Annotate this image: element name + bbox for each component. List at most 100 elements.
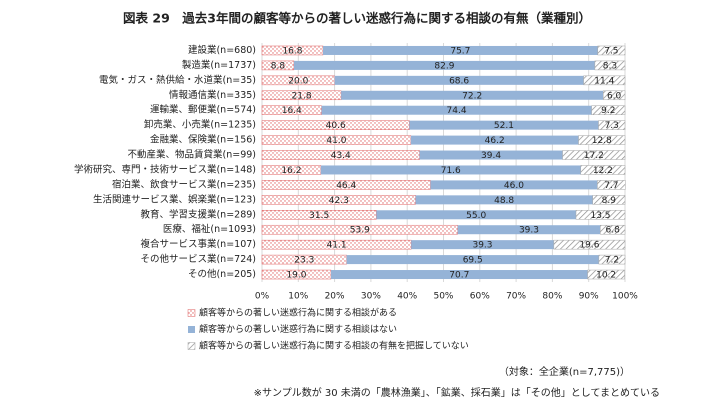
value-label: 7.5 <box>604 46 618 56</box>
bar-segment <box>597 45 626 56</box>
bar-segment <box>409 120 599 130</box>
value-label: 20.0 <box>288 76 308 86</box>
x-tick-label: 90% <box>579 292 599 302</box>
legend-label: 顧客等からの著しい迷惑行為に関する相談はない <box>199 323 397 335</box>
value-label: 7.3 <box>605 121 619 131</box>
value-label: 82.9 <box>434 61 454 71</box>
value-label: 16.8 <box>282 46 302 56</box>
legend-swatch <box>188 326 195 333</box>
bar-segment <box>598 254 626 265</box>
value-label: 46.0 <box>504 181 524 191</box>
bar-segment <box>321 105 592 115</box>
bar-segment <box>594 60 626 71</box>
value-label: 12.2 <box>593 166 613 176</box>
x-tick-label: 80% <box>542 292 562 302</box>
bar-segment <box>415 195 593 205</box>
value-label: 11.4 <box>594 76 614 86</box>
value-label: 8.9 <box>602 196 617 206</box>
value-label: 7.2 <box>605 256 619 266</box>
value-label: 74.4 <box>447 106 467 116</box>
bar-segment <box>587 269 625 280</box>
value-label: 6.0 <box>607 91 622 101</box>
value-label: 7.7 <box>604 181 618 191</box>
value-label: 70.7 <box>449 271 469 281</box>
bar-segment <box>419 150 563 160</box>
value-label: 41.1 <box>327 241 347 251</box>
bar-segment <box>562 150 626 160</box>
bar-segment <box>592 195 626 205</box>
value-label: 42.3 <box>329 196 349 206</box>
y-tick-label: その他(n=205) <box>188 268 256 280</box>
bar-segment <box>293 60 595 70</box>
y-tick-label: 建設業(n=680) <box>188 44 256 56</box>
value-label: 23.3 <box>294 256 314 266</box>
y-tick-label: 生活関連サービス業、娯楽業(n=123) <box>93 193 256 205</box>
x-tick-label: 40% <box>397 292 417 302</box>
bar-segment <box>600 224 626 235</box>
x-tick-label: 60% <box>470 292 490 302</box>
note: ※サンプル数が 30 未満の「農林漁業」、「鉱業、採石業」は「その他」としてまと… <box>254 386 660 399</box>
x-tick-label: 20% <box>325 292 345 302</box>
value-label: 52.1 <box>494 121 514 131</box>
value-label: 19.6 <box>579 241 599 251</box>
x-tick-label: 100% <box>612 292 638 302</box>
y-tick-label: 運輸業、郵便業(n=574) <box>150 104 256 116</box>
value-label: 75.7 <box>450 46 470 56</box>
bar-segment <box>334 75 584 85</box>
y-tick-label: 学術研究、専門・技術サービス業(n=148) <box>74 163 256 175</box>
bar-segment <box>322 45 598 55</box>
value-label: 8.8 <box>271 61 286 71</box>
y-tick-label: 電気・ガス・熱供給・水道業(n=35) <box>99 74 256 86</box>
x-tick-label: 50% <box>433 292 453 302</box>
value-label: 17.2 <box>584 151 604 161</box>
bar-segment <box>330 270 588 280</box>
value-label: 10.2 <box>596 271 616 281</box>
y-tick-label: 製造業(n=1737) <box>182 59 256 71</box>
bar-segment <box>602 90 626 101</box>
value-label: 72.2 <box>462 91 482 101</box>
bar-segment <box>553 239 626 250</box>
value-label: 69.5 <box>463 256 483 266</box>
bar-segment <box>320 165 581 175</box>
bar-segment <box>575 210 626 220</box>
value-label: 12.8 <box>592 136 612 146</box>
bar-segment <box>457 225 601 235</box>
value-label: 46.2 <box>485 136 505 146</box>
bar-segment <box>583 75 626 86</box>
bar-segment <box>598 120 626 130</box>
value-label: 16.2 <box>281 166 301 176</box>
value-label: 40.6 <box>326 121 346 131</box>
chart-title: 図表 29 過去3年間の顧客等からの著しい迷惑行為に関する相談の有無（業種別） <box>123 11 591 26</box>
value-label: 8.3 <box>603 61 617 71</box>
value-label: 41.0 <box>326 136 346 146</box>
y-tick-label: 卸売業、小売業(n=1235) <box>144 119 256 131</box>
value-label: 68.6 <box>449 76 469 86</box>
value-label: 9.2 <box>601 106 615 116</box>
y-tick-label: 金融業、保険業(n=156) <box>150 134 256 146</box>
y-tick-label: 宿泊業、飲食サービス業(n=235) <box>112 178 256 190</box>
bar-segment <box>410 135 579 145</box>
y-tick-label: 情報通信業(n=335) <box>169 89 256 101</box>
x-tick-label: 30% <box>361 292 381 302</box>
value-label: 16.4 <box>282 106 302 116</box>
value-label: 55.0 <box>466 211 486 221</box>
y-tick-label: 医療、福祉(n=1093) <box>163 223 256 235</box>
y-tick-label: 複合サービス事業(n=107) <box>140 238 256 250</box>
value-label: 21.8 <box>292 91 312 101</box>
bar-segment <box>341 90 604 100</box>
legend-label: 顧客等からの著しい迷惑行為に関する相談の有無を把握していない <box>199 340 469 352</box>
value-label: 39.4 <box>481 151 501 161</box>
bar-segment <box>376 210 576 220</box>
value-label: 43.4 <box>331 151 351 161</box>
y-tick-label: 不動産業、物品賃貸業(n=99) <box>128 149 256 161</box>
value-label: 39.3 <box>519 226 539 236</box>
value-label: 71.6 <box>441 166 461 176</box>
bar-segment <box>580 165 626 175</box>
bar-segment <box>578 135 626 145</box>
bar-segment <box>591 105 626 115</box>
bar-segment <box>261 224 458 235</box>
bar-segment <box>346 255 599 265</box>
value-label: 46.4 <box>336 181 356 191</box>
x-tick-label: 0% <box>255 292 270 302</box>
